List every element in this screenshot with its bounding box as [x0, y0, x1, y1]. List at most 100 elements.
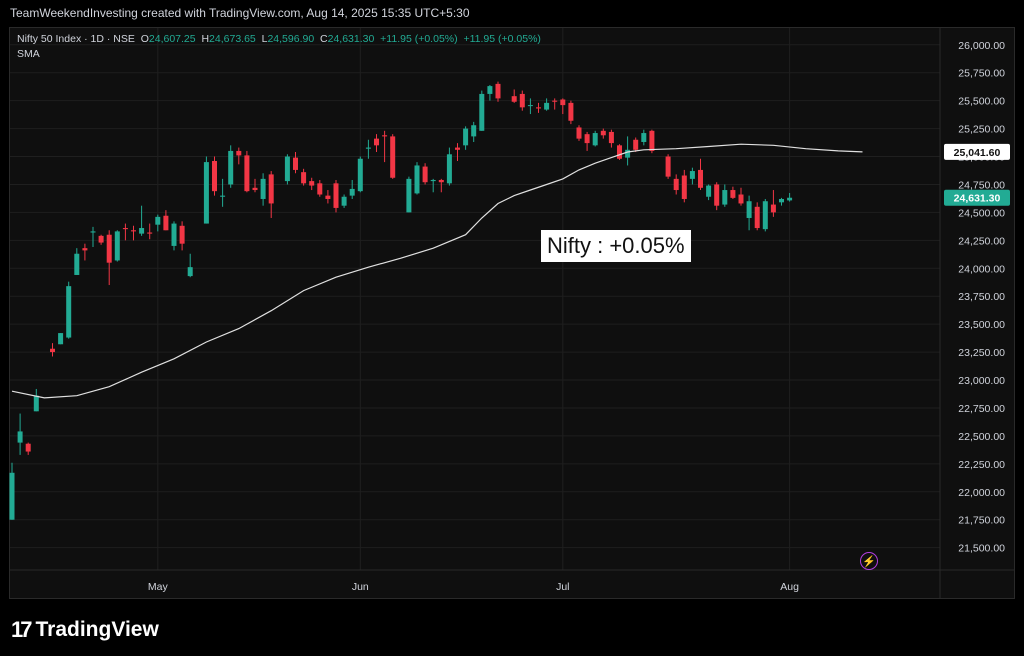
candle [568, 100, 574, 125]
y-tick-label: 24,000.00 [958, 263, 1005, 275]
candle-body [163, 215, 169, 231]
candle-body [706, 185, 712, 197]
candle-body [641, 133, 647, 142]
candle-body [746, 201, 752, 218]
candle [519, 90, 525, 111]
candle-body [738, 194, 744, 204]
candle-body [293, 157, 298, 170]
candle [787, 192, 793, 202]
open-label: O [140, 33, 149, 45]
candle [212, 156, 217, 196]
candle [641, 129, 647, 146]
candle-body [552, 100, 558, 102]
candle-body [236, 150, 242, 156]
candle-body [584, 134, 590, 144]
price-tags: 25,041.60 24,631.30 [944, 143, 1010, 206]
candle-body [58, 333, 64, 345]
y-tick-label: 24,250.00 [958, 235, 1005, 247]
change-annotation: Nifty : +0.05% [541, 230, 691, 262]
candle-body [171, 223, 177, 246]
candle [228, 145, 234, 188]
candle [511, 89, 517, 103]
y-tick-label: 23,000.00 [958, 375, 1005, 387]
sma-line [11, 143, 863, 399]
close-label: C [320, 33, 328, 45]
candle-body [301, 172, 307, 184]
candle-body [438, 179, 444, 183]
candle-body [536, 107, 541, 109]
ohlc-legend: Nifty 50 Index · 1D · NSE O24,607.25 H24… [17, 33, 541, 45]
candle [82, 243, 88, 261]
candle [357, 156, 363, 193]
candle [131, 225, 136, 241]
candle-body [66, 286, 72, 338]
y-tick-label: 24,750.00 [958, 179, 1005, 191]
candle-body [9, 472, 15, 520]
sma-price-tag: 25,041.60 [954, 147, 1001, 159]
candle-body [131, 230, 136, 232]
tradingview-logo: 17 TradingView [11, 617, 159, 643]
candle [317, 179, 323, 197]
candle-body [309, 181, 315, 186]
chart-panel[interactable] [9, 27, 1015, 599]
candle [284, 154, 290, 185]
y-tick-label: 25,750.00 [958, 68, 1005, 80]
candle [633, 137, 639, 153]
grid-lines [10, 28, 1014, 598]
candle [673, 174, 679, 195]
candle [463, 126, 469, 150]
symbol-label: Nifty 50 Index · 1D · NSE [17, 33, 135, 45]
candle-body [155, 216, 161, 225]
candle [495, 81, 501, 102]
candle [122, 223, 128, 241]
candle [244, 150, 250, 193]
x-axis: May Jun Jul Aug [148, 581, 799, 593]
candle [390, 134, 396, 179]
candle-body [762, 201, 768, 230]
candle-body [714, 184, 720, 206]
candle [309, 177, 315, 191]
candle-body [455, 147, 460, 150]
candle-body [446, 154, 452, 184]
candle [536, 102, 541, 113]
candle [608, 129, 614, 148]
candle [471, 121, 477, 142]
candle-body [787, 197, 793, 201]
last-price-tag: 24,631.30 [954, 193, 1001, 205]
lightning-icon[interactable]: ⚡ [860, 552, 878, 570]
candle [698, 158, 703, 191]
candle [25, 442, 31, 455]
candle-body [414, 165, 420, 194]
candle [455, 143, 460, 161]
candle-body [341, 196, 347, 206]
y-tick-label: 24,500.00 [958, 207, 1005, 219]
candle [762, 198, 768, 232]
y-tick-label: 26,000.00 [958, 40, 1005, 52]
high-value: 24,673.65 [209, 33, 256, 45]
candle-body [374, 138, 379, 146]
candle [325, 190, 331, 204]
candle [9, 462, 15, 520]
candle [730, 186, 736, 199]
high-label: H [201, 33, 210, 45]
candle-body [244, 155, 250, 192]
candle-body [511, 96, 517, 102]
y-tick-label: 23,250.00 [958, 347, 1005, 359]
candle [301, 168, 307, 186]
candle [560, 98, 566, 115]
candle [487, 84, 493, 101]
candle [90, 226, 96, 248]
candle [430, 178, 436, 193]
candle-body [770, 204, 776, 213]
candle-body [268, 174, 274, 204]
candle [665, 154, 671, 179]
candle-body [212, 160, 217, 192]
candle [406, 176, 412, 213]
candle-body [430, 179, 436, 182]
x-tick-label: Jun [352, 581, 369, 593]
candle [584, 131, 590, 151]
sma-indicator-label[interactable]: SMA [17, 48, 40, 60]
candle-body [382, 135, 388, 137]
candle-body [625, 149, 631, 158]
